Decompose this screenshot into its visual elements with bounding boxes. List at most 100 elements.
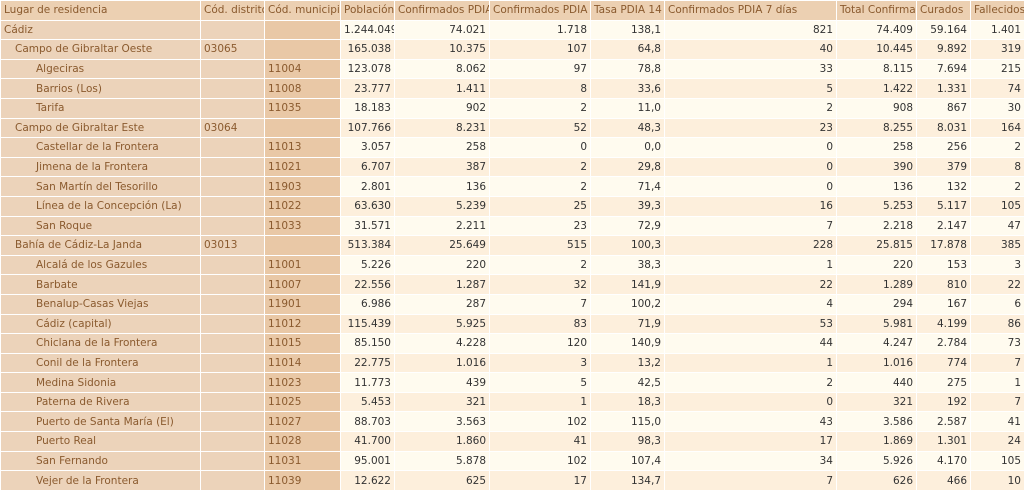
col-header-confirmados[interactable]: Confirmados PDIA xyxy=(395,1,490,21)
cell-lugar: Medina Sidonia xyxy=(1,373,201,393)
cell-distrito: 03064 xyxy=(201,118,265,138)
cell-distrito xyxy=(201,138,265,158)
cell-confirmados-7: 5 xyxy=(665,79,837,99)
cell-confirmados-14: 102 xyxy=(490,412,591,432)
cell-distrito xyxy=(201,196,265,216)
cell-municipio: 11033 xyxy=(265,216,341,236)
cell-confirmados: 258 xyxy=(395,138,490,158)
cell-confirmados-14: 25 xyxy=(490,196,591,216)
cell-tasa-14: 71,4 xyxy=(591,177,665,197)
cell-distrito xyxy=(201,59,265,79)
col-header-municipio[interactable]: Cód. municipio xyxy=(265,1,341,21)
cell-confirmados: 387 xyxy=(395,157,490,177)
cell-fallecidos: 24 xyxy=(971,432,1024,452)
cell-poblacion: 123.078 xyxy=(341,59,395,79)
cell-confirmados: 220 xyxy=(395,255,490,275)
cell-fallecidos: 319 xyxy=(971,40,1024,60)
cell-poblacion: 5.453 xyxy=(341,392,395,412)
cell-poblacion: 107.766 xyxy=(341,118,395,138)
col-header-confirmados-7[interactable]: Confirmados PDIA 7 días xyxy=(665,1,837,21)
cell-lugar: Cádiz xyxy=(1,20,201,40)
cell-distrito xyxy=(201,275,265,295)
cell-tasa-14: 100,2 xyxy=(591,294,665,314)
cell-confirmados: 1.860 xyxy=(395,432,490,452)
cell-confirmados-14: 2 xyxy=(490,157,591,177)
cell-municipio: 11022 xyxy=(265,196,341,216)
col-header-tasa-14[interactable]: Tasa PDIA 14 días xyxy=(591,1,665,21)
col-header-curados[interactable]: Curados xyxy=(917,1,971,21)
col-header-poblacion[interactable]: Población xyxy=(341,1,395,21)
cell-confirmados-7: 16 xyxy=(665,196,837,216)
cell-distrito xyxy=(201,255,265,275)
cell-total-confirmados: 294 xyxy=(837,294,917,314)
cell-confirmados-7: 0 xyxy=(665,177,837,197)
cell-confirmados-14: 1.718 xyxy=(490,20,591,40)
cell-fallecidos: 22 xyxy=(971,275,1024,295)
cell-lugar: Castellar de la Frontera xyxy=(1,138,201,158)
cell-total-confirmados: 8.255 xyxy=(837,118,917,138)
cell-curados: 9.892 xyxy=(917,40,971,60)
cell-confirmados-14: 107 xyxy=(490,40,591,60)
cell-total-confirmados: 25.815 xyxy=(837,236,917,256)
cell-confirmados: 8.062 xyxy=(395,59,490,79)
cell-total-confirmados: 2.218 xyxy=(837,216,917,236)
cell-confirmados: 3.563 xyxy=(395,412,490,432)
cell-fallecidos: 1.401 xyxy=(971,20,1024,40)
cell-curados: 17.878 xyxy=(917,236,971,256)
cell-confirmados-7: 22 xyxy=(665,275,837,295)
cell-municipio: 11008 xyxy=(265,79,341,99)
cell-municipio xyxy=(265,118,341,138)
cell-municipio: 11901 xyxy=(265,294,341,314)
cell-total-confirmados: 136 xyxy=(837,177,917,197)
cell-poblacion: 3.057 xyxy=(341,138,395,158)
col-header-total[interactable]: Total Confirmados xyxy=(837,1,917,21)
cell-distrito xyxy=(201,157,265,177)
header-row: Lugar de residencia Cód. distrito Cód. m… xyxy=(1,1,1024,21)
cell-tasa-14: 13,2 xyxy=(591,353,665,373)
col-header-confirmados-14[interactable]: Confirmados PDIA 14 días xyxy=(490,1,591,21)
cell-fallecidos: 10 xyxy=(971,471,1024,491)
cell-tasa-14: 100,3 xyxy=(591,236,665,256)
cell-confirmados: 4.228 xyxy=(395,334,490,354)
cell-lugar: Bahía de Cádiz-La Janda xyxy=(1,236,201,256)
cell-distrito xyxy=(201,471,265,491)
cell-lugar: Cádiz (capital) xyxy=(1,314,201,334)
cell-municipio: 11031 xyxy=(265,451,341,471)
cell-confirmados-14: 52 xyxy=(490,118,591,138)
cell-fallecidos: 105 xyxy=(971,196,1024,216)
cell-confirmados-7: 23 xyxy=(665,118,837,138)
col-header-lugar[interactable]: Lugar de residencia xyxy=(1,1,201,21)
cell-confirmados: 439 xyxy=(395,373,490,393)
cell-poblacion: 18.183 xyxy=(341,98,395,118)
cell-curados: 2.587 xyxy=(917,412,971,432)
cell-distrito: 03013 xyxy=(201,236,265,256)
cell-confirmados-14: 41 xyxy=(490,432,591,452)
cell-curados: 5.117 xyxy=(917,196,971,216)
cell-confirmados-7: 2 xyxy=(665,373,837,393)
cell-poblacion: 12.622 xyxy=(341,471,395,491)
cell-curados: 1.331 xyxy=(917,79,971,99)
cell-tasa-14: 0,0 xyxy=(591,138,665,158)
cell-distrito xyxy=(201,412,265,432)
cell-curados: 2.147 xyxy=(917,216,971,236)
col-header-fallecidos[interactable]: Fallecidos xyxy=(971,1,1024,21)
cell-lugar: Línea de la Concepción (La) xyxy=(1,196,201,216)
cell-fallecidos: 105 xyxy=(971,451,1024,471)
cell-lugar: Puerto de Santa María (El) xyxy=(1,412,201,432)
cell-distrito xyxy=(201,353,265,373)
col-header-distrito[interactable]: Cód. distrito xyxy=(201,1,265,21)
cell-poblacion: 31.571 xyxy=(341,216,395,236)
cell-municipio: 11025 xyxy=(265,392,341,412)
cell-confirmados-14: 2 xyxy=(490,255,591,275)
cell-tasa-14: 64,8 xyxy=(591,40,665,60)
cell-lugar: San Roque xyxy=(1,216,201,236)
cell-lugar: Jimena de la Frontera xyxy=(1,157,201,177)
